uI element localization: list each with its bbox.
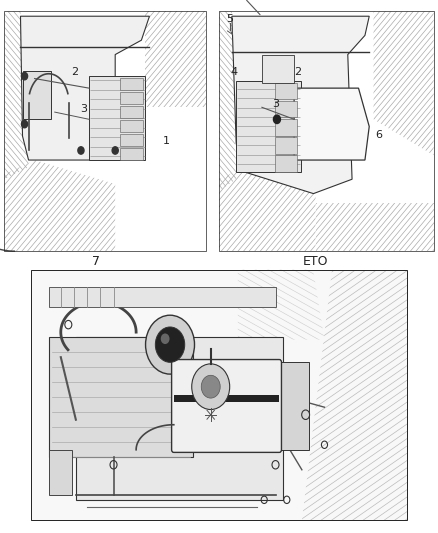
Bar — [89, 76, 145, 160]
Bar — [90, 77, 145, 159]
Bar — [120, 120, 143, 132]
Text: 3: 3 — [272, 99, 279, 109]
Polygon shape — [294, 88, 369, 160]
Bar — [237, 82, 300, 171]
Bar — [120, 106, 143, 118]
Bar — [174, 394, 279, 401]
Text: 4: 4 — [231, 67, 238, 77]
Bar — [120, 92, 143, 104]
Bar — [275, 119, 297, 135]
Bar — [76, 337, 283, 500]
Circle shape — [192, 364, 230, 409]
Polygon shape — [21, 16, 149, 160]
Text: 6: 6 — [375, 130, 382, 140]
FancyBboxPatch shape — [172, 360, 282, 453]
Bar — [49, 337, 193, 457]
Circle shape — [145, 315, 194, 374]
Text: 7: 7 — [92, 255, 100, 268]
Text: 3: 3 — [80, 104, 87, 114]
Bar — [120, 78, 143, 90]
Bar — [22, 71, 51, 119]
Text: 2: 2 — [71, 67, 78, 77]
Bar — [4, 11, 206, 251]
Circle shape — [21, 120, 28, 128]
Circle shape — [201, 375, 220, 398]
Circle shape — [161, 334, 170, 344]
Bar — [275, 156, 297, 172]
Bar — [31, 270, 407, 520]
Text: ETO: ETO — [303, 255, 328, 268]
Bar — [236, 81, 300, 172]
Bar — [275, 83, 297, 99]
Bar — [262, 54, 294, 83]
Bar — [219, 11, 434, 251]
Bar — [120, 148, 143, 160]
Bar — [31, 270, 407, 520]
Circle shape — [155, 327, 185, 362]
Text: 5: 5 — [226, 14, 233, 25]
Text: 2: 2 — [294, 67, 301, 77]
Circle shape — [78, 147, 84, 154]
Bar — [279, 362, 309, 450]
Bar — [219, 11, 434, 251]
Bar — [275, 137, 297, 154]
Polygon shape — [232, 16, 369, 193]
Bar — [49, 287, 276, 307]
Bar — [275, 101, 297, 117]
Bar — [120, 134, 143, 146]
Circle shape — [112, 147, 118, 154]
Text: 1: 1 — [163, 135, 170, 146]
Circle shape — [273, 115, 280, 124]
Bar — [4, 11, 206, 251]
Circle shape — [21, 72, 28, 80]
Bar — [49, 450, 72, 495]
